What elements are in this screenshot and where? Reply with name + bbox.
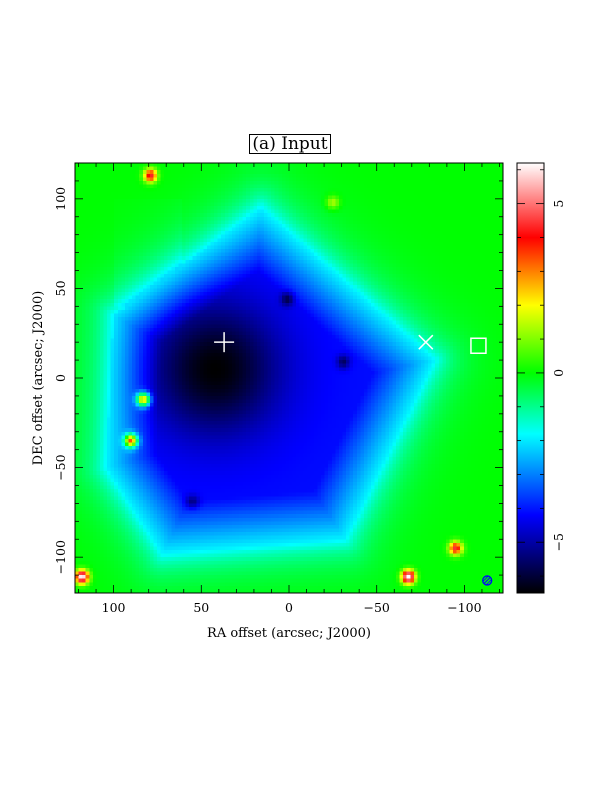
cross-marker — [418, 334, 434, 350]
y-tick-label: −100 — [53, 540, 68, 574]
y-tick-label: −50 — [53, 454, 68, 480]
x-axis-label: RA offset (arcsec; J2000) — [207, 626, 371, 641]
y-tick-label: 100 — [53, 187, 68, 211]
y-axis-label: DEC offset (arcsec; J2000) — [31, 291, 46, 466]
x-tick-label: −50 — [364, 600, 390, 615]
x-tick-label: −100 — [447, 600, 481, 615]
chart-title: (a) Input — [249, 134, 331, 154]
y-tick-label: 50 — [53, 280, 68, 296]
colorbar-tick-label: 5 — [551, 200, 566, 208]
colorbar-tick-label: −5 — [551, 533, 566, 551]
plus-marker — [214, 332, 235, 353]
beam-marker — [482, 575, 493, 586]
y-tick-label: 0 — [53, 374, 68, 382]
map-layer — [75, 163, 503, 593]
colorbar-frame — [516, 162, 545, 594]
colorbar-tick-label: 0 — [551, 369, 566, 377]
x-tick-label: 50 — [193, 600, 209, 615]
marker-layer — [214, 332, 493, 586]
x-axis-ticks: 100 50 0 −50 −100 — [78, 163, 500, 615]
square-marker — [470, 337, 487, 354]
y-axis-ticks: 100 50 0 −50 −100 — [53, 162, 503, 594]
x-tick-label: 100 — [102, 600, 126, 615]
colorbar — [517, 163, 544, 593]
intensity-map — [75, 163, 503, 593]
colorbar-ticks: −5 0 5 — [517, 169, 566, 577]
x-tick-label: 0 — [285, 600, 293, 615]
